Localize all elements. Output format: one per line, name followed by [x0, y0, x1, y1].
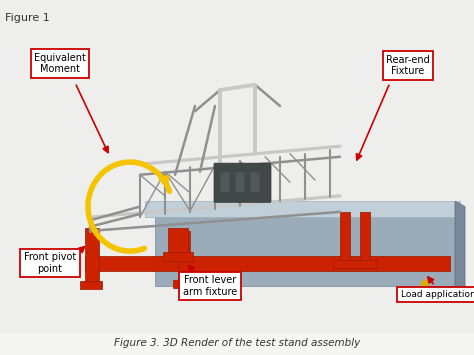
Bar [173, 280, 195, 288]
Text: Rear-end
Fixture: Rear-end Fixture [386, 55, 430, 76]
Bar [85, 256, 450, 271]
Bar [220, 171, 230, 193]
Text: Front lever
arm fixture: Front lever arm fixture [183, 275, 237, 297]
Bar [333, 260, 377, 268]
Bar [168, 228, 188, 260]
Polygon shape [155, 212, 460, 286]
Text: Figure 3. 3D Render of the test stand assembly: Figure 3. 3D Render of the test stand as… [114, 338, 360, 349]
Polygon shape [455, 201, 465, 291]
Polygon shape [145, 201, 460, 217]
FancyBboxPatch shape [0, 0, 474, 334]
Bar [250, 171, 260, 193]
Text: Load application: Load application [401, 290, 474, 299]
Bar [235, 171, 245, 193]
FancyBboxPatch shape [214, 163, 271, 202]
Bar [163, 252, 193, 261]
Text: Equivalent
Moment: Equivalent Moment [34, 53, 86, 74]
Bar [85, 228, 99, 286]
Bar [178, 231, 190, 284]
Bar [80, 281, 102, 289]
Bar [360, 212, 370, 265]
Text: Front pivot
point: Front pivot point [24, 252, 76, 273]
Bar [340, 212, 350, 265]
Text: Figure 1: Figure 1 [5, 13, 50, 23]
